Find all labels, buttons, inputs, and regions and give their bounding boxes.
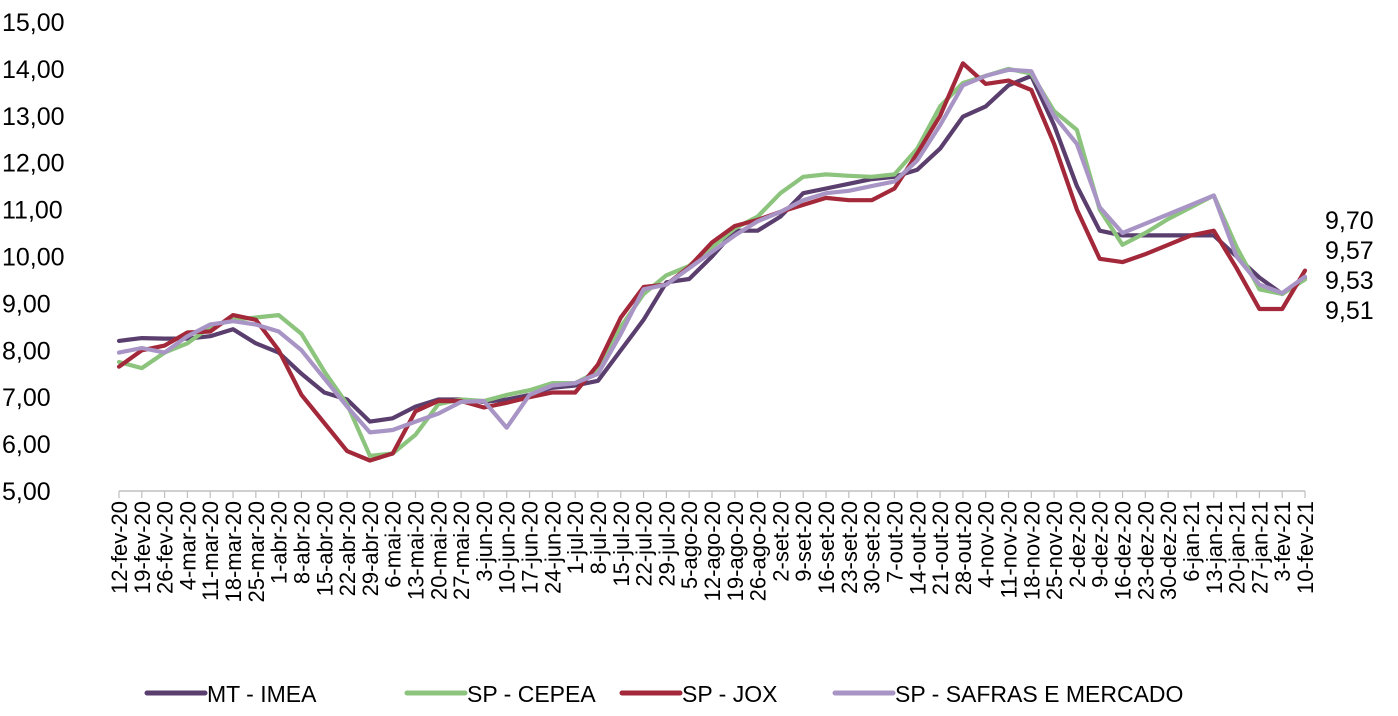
x-tick-label: 21-out-20 (928, 501, 953, 595)
x-tick-label: 12-fev-20 (107, 501, 132, 594)
x-tick-label: 9-set-20 (791, 501, 816, 582)
x-tick-label: 19-ago-20 (723, 501, 748, 601)
x-tick-label: 19-fev-20 (130, 501, 155, 594)
series-line-0 (116, 73, 1308, 424)
x-tick-label: 2-set-20 (768, 501, 793, 582)
series-line-3 (116, 67, 1308, 435)
legend-label: MT - IMEA (207, 681, 317, 707)
end-value-label: 9,51 (1325, 297, 1374, 325)
x-tick-label: 26-fev-20 (153, 501, 178, 594)
legend-label: SP - JOX (682, 681, 777, 707)
series-line-2 (116, 61, 1308, 463)
x-tick-label: 27-mai-20 (449, 501, 474, 600)
x-tick-label: 14-out-20 (905, 501, 930, 595)
x-tick-label: 17-jun-20 (518, 501, 543, 594)
x-tick-label: 3-jun-20 (472, 501, 497, 582)
x-tick-label: 11-nov-20 (997, 501, 1022, 598)
x-tick-label: 11-mar-20 (198, 501, 223, 601)
x-tick-label: 6-mai-20 (381, 501, 406, 588)
y-tick-label: 5,00 (2, 478, 51, 506)
x-tick-label: 29-abr-20 (358, 501, 383, 596)
x-tick-label: 8-jul-20 (586, 501, 611, 574)
x-tick-label: 7-out-20 (882, 501, 907, 583)
x-tick-label: 4-nov-20 (974, 501, 999, 588)
x-tick-label: 1-jul-20 (563, 501, 588, 574)
x-tick-label: 13-jan-21 (1202, 501, 1227, 594)
y-tick-label: 12,00 (2, 150, 65, 178)
legend-label: SP - SAFRAS E MERCADO (895, 681, 1183, 707)
y-tick-label: 15,00 (2, 9, 65, 37)
x-tick-label: 18-mar-20 (221, 501, 246, 602)
y-tick-label: 8,00 (2, 337, 51, 365)
x-tick-label: 23-dez-20 (1133, 501, 1158, 600)
legend-label: SP - CEPEA (467, 681, 596, 707)
x-tick-label: 15-abr-20 (312, 501, 337, 596)
x-tick-label: 15-jul-20 (609, 501, 634, 587)
x-tick-label: 5-ago-20 (677, 501, 702, 589)
y-tick-label: 9,00 (2, 290, 51, 318)
x-tick-label: 30-dez-20 (1156, 501, 1181, 600)
x-tick-label: 26-ago-20 (746, 501, 771, 601)
x-tick-label: 10-fev-21 (1293, 501, 1318, 594)
x-tick-label: 25-nov-20 (1042, 501, 1067, 600)
x-tick-label: 9-dez-20 (1088, 501, 1113, 588)
x-tick-label: 25-mar-20 (244, 501, 269, 602)
y-tick-label: 10,00 (2, 244, 65, 272)
end-value-label: 9,57 (1325, 237, 1374, 265)
x-tick-label: 23-set-20 (837, 501, 862, 594)
x-tick-label: 13-mai-20 (404, 501, 429, 600)
x-tick-label: 4-mar-20 (175, 501, 200, 590)
x-tick-label: 18-nov-20 (1019, 501, 1044, 600)
x-tick-label: 12-ago-20 (700, 501, 725, 601)
y-tick-label: 6,00 (2, 431, 51, 459)
y-tick-label: 14,00 (2, 56, 65, 84)
series-line-1 (116, 66, 1308, 458)
x-tick-label: 24-jun-20 (540, 501, 565, 594)
x-tick-label: 8-abr-20 (289, 501, 314, 584)
y-tick-label: 13,00 (2, 103, 65, 131)
x-tick-label: 27-jan-21 (1247, 501, 1272, 594)
end-value-label: 9,70 (1325, 207, 1374, 235)
x-tick-label: 29-jul-20 (654, 501, 679, 587)
x-tick-label: 10-jun-20 (495, 501, 520, 594)
x-tick-label: 16-dez-20 (1111, 501, 1136, 600)
x-tick-label: 16-set-20 (814, 501, 839, 594)
x-tick-label: 22-jul-20 (632, 501, 657, 587)
x-tick-label: 22-abr-20 (335, 501, 360, 596)
x-tick-label: 2-dez-20 (1065, 501, 1090, 588)
x-tick-label: 30-set-20 (860, 501, 885, 594)
x-tick-label: 28-out-20 (951, 501, 976, 595)
y-tick-label: 11,00 (2, 197, 63, 225)
y-tick-label: 7,00 (2, 384, 51, 412)
x-tick-label: 20-mai-20 (426, 501, 451, 600)
x-tick-label: 20-jan-21 (1225, 501, 1250, 594)
x-tick-label: 1-abr-20 (267, 501, 292, 584)
end-value-label: 9,53 (1325, 267, 1374, 295)
x-tick-label: 6-jan-21 (1179, 501, 1204, 582)
x-tick-label: 3-fev-21 (1270, 501, 1295, 582)
